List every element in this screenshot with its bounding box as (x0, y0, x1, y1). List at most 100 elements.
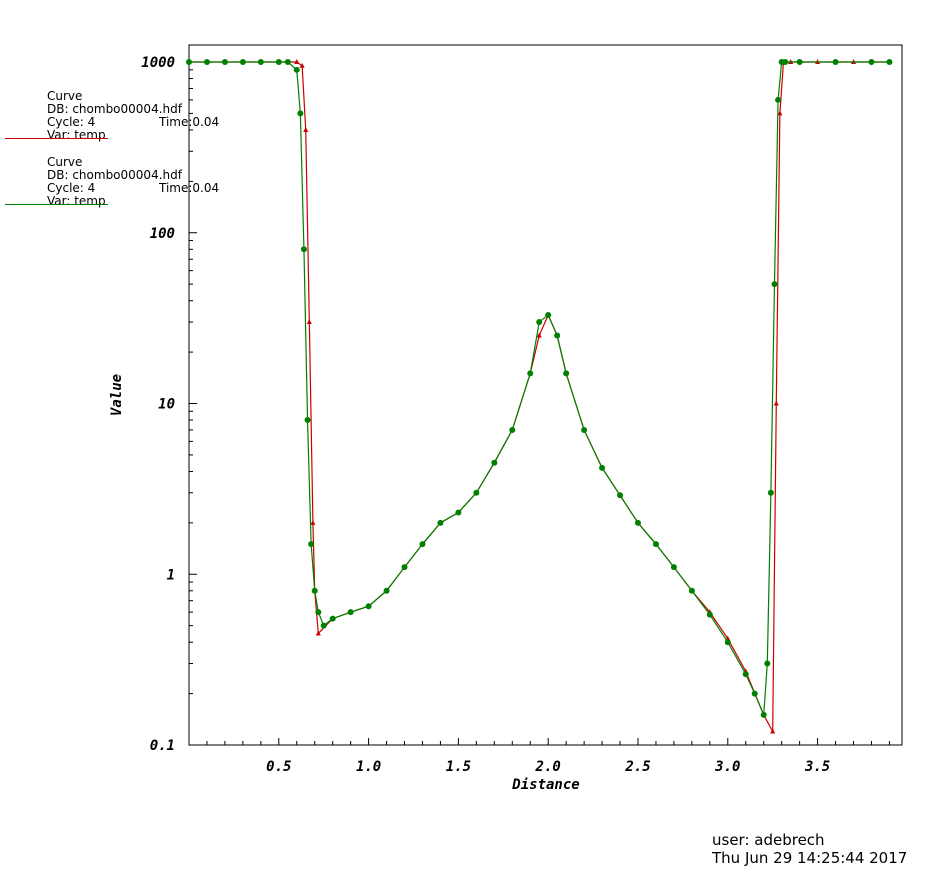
legend-line-green (5, 204, 108, 205)
data-point (777, 110, 783, 116)
y-tick-label: 10 (158, 397, 175, 413)
x-tick-label: 2.5 (624, 759, 650, 775)
legend-cycle-row: Cycle: 4 Time:0.04 (47, 115, 219, 129)
x-tick-label: 3.5 (804, 759, 830, 775)
data-point (751, 690, 758, 697)
data-point (186, 59, 192, 65)
legend-var: Var: temp (47, 128, 106, 142)
data-point (299, 62, 305, 68)
legend-db: DB: chombo00004.hdf (47, 168, 182, 182)
data-point (300, 246, 307, 253)
data-point (617, 492, 624, 499)
data-point (773, 400, 779, 406)
footer-date: Thu Jun 29 14:25:44 2017 (712, 849, 908, 867)
data-point (775, 96, 782, 103)
data-point (401, 564, 408, 571)
data-point (473, 489, 480, 496)
data-point (297, 110, 304, 117)
data-point (257, 59, 264, 65)
data-point (455, 509, 462, 516)
data-point (221, 59, 228, 65)
data-point (581, 426, 588, 433)
data-point (771, 281, 778, 288)
data-point (437, 519, 444, 526)
tick-labels: 0.5 1.0 1.5 2.0 2.5 3.0 3.5 0.1 1 10 100 1000 (141, 55, 830, 775)
data-point (652, 541, 659, 548)
data-point (599, 464, 606, 471)
y-tick-label: 1 (167, 567, 175, 583)
data-point (545, 311, 552, 318)
data-point (767, 489, 774, 496)
data-point (310, 519, 316, 525)
legend-time: Time:0.04 (159, 181, 220, 195)
data-point (634, 519, 641, 526)
data-point (294, 59, 300, 64)
legend-title: Curve (47, 155, 83, 169)
legend-time: Time:0.04 (159, 115, 220, 129)
legend-cycle: Cycle: 4 (47, 115, 96, 129)
data-point (536, 332, 542, 338)
data-point (315, 609, 322, 616)
data-point (832, 59, 839, 65)
y-tick-label: 1000 (141, 55, 175, 71)
data-point (306, 319, 312, 325)
data-point (304, 417, 311, 424)
data-point (239, 59, 246, 65)
legend-entry-1: Curve DB: chombo00004.hdf Cycle: 4 Time:0… (47, 89, 219, 142)
y-axis-title: Value (109, 374, 125, 416)
legend-db: DB: chombo00004.hdf (47, 102, 182, 116)
data-point (868, 59, 875, 65)
x-tick-label: 1.0 (356, 759, 381, 775)
data-point (742, 671, 749, 678)
data-point (527, 370, 534, 377)
data-point (315, 630, 321, 636)
data-point (293, 66, 300, 73)
x-tick-label: 3.0 (714, 759, 740, 775)
data-point (320, 622, 327, 629)
data-point (706, 611, 713, 618)
legend-entry-2: Curve DB: chombo00004.hdf Cycle: 4 Time:0… (47, 155, 219, 208)
data-point (796, 59, 803, 65)
plot-area-frame (188, 44, 903, 746)
data-point (509, 426, 516, 433)
axis-ticks (189, 69, 890, 746)
x-tick-label: 1.5 (446, 759, 471, 775)
x-tick-label: 2.0 (535, 759, 561, 775)
x-axis-title: Distance (511, 777, 579, 793)
data-point (383, 587, 390, 594)
data-point (365, 603, 372, 610)
data-point (886, 59, 893, 65)
data-point (311, 587, 318, 594)
y-tick-label: 100 (150, 226, 175, 242)
data-point (563, 370, 570, 377)
data-point (688, 587, 695, 594)
series-2 (186, 59, 893, 718)
data-point (724, 639, 731, 646)
data-point (782, 59, 789, 65)
data-point (275, 59, 282, 65)
series-1 (186, 59, 892, 734)
data-point (284, 59, 291, 65)
series-layer (186, 59, 893, 734)
series-line (189, 61, 890, 734)
data-point (308, 541, 315, 548)
data-point (670, 564, 677, 571)
data-point (770, 728, 776, 734)
data-point (764, 660, 771, 667)
legend-cycle: Cycle: 4 (47, 181, 96, 195)
legend-var: Var: temp (47, 194, 106, 208)
data-point (347, 609, 354, 616)
legend-title: Curve (47, 89, 83, 103)
y-tick-label: 0.1 (150, 738, 175, 754)
data-point (203, 59, 210, 65)
data-point (329, 615, 336, 622)
series-line (189, 61, 890, 716)
data-point (554, 332, 561, 339)
data-point (760, 711, 767, 718)
data-point (491, 459, 498, 466)
legend-line-red (5, 138, 108, 139)
footer-user: user: adebrech (712, 831, 825, 849)
data-point (536, 319, 543, 326)
data-point (419, 541, 426, 548)
